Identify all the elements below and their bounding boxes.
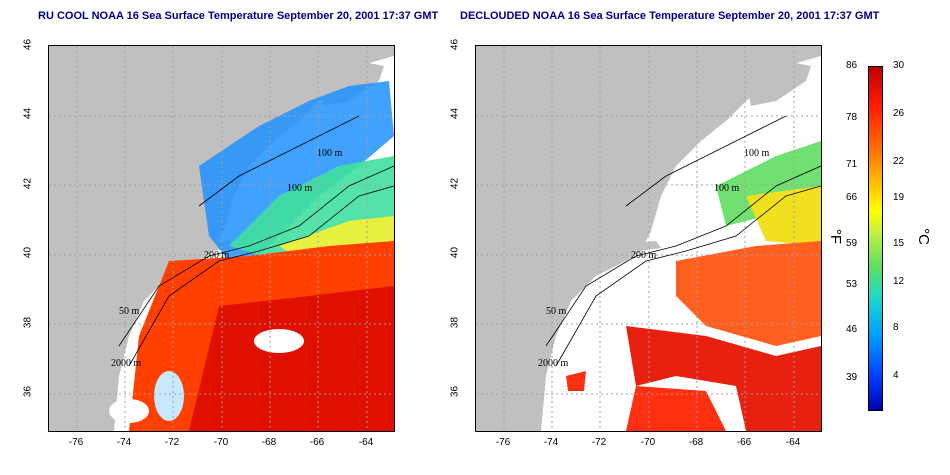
right-y-tick: 40 bbox=[449, 246, 461, 259]
right-x-tick: -72 bbox=[591, 437, 607, 448]
nova-scotia bbox=[746, 61, 811, 106]
red-patch-3 bbox=[566, 371, 586, 391]
left-y-tick: 38 bbox=[22, 316, 34, 329]
land-mass bbox=[49, 46, 394, 431]
yellow-patch bbox=[746, 186, 821, 246]
left-y-tick: 36 bbox=[22, 385, 34, 398]
left-y-tick: 42 bbox=[22, 177, 34, 190]
celsius-tick: 8 bbox=[893, 322, 899, 333]
celsius-tick: 26 bbox=[893, 108, 905, 119]
fahrenheit-tick: 59 bbox=[846, 238, 858, 249]
left-x-tick: -72 bbox=[164, 437, 180, 448]
declouded-sst-map: 100 m 100 m 200 m 50 m 2000 m bbox=[475, 45, 822, 432]
celsius-tick: 4 bbox=[893, 370, 899, 381]
fahrenheit-tick: 71 bbox=[846, 159, 858, 170]
contour-label-100m-b: 100 m bbox=[287, 183, 313, 194]
fahrenheit-tick: 39 bbox=[846, 372, 858, 383]
right-map-title: DECLOUDED NOAA 16 Sea Surface Temperatur… bbox=[460, 10, 880, 22]
contour-label-200m: 200 m bbox=[631, 250, 657, 261]
contour-label-2000m: 2000 m bbox=[111, 358, 142, 369]
right-x-tick: -66 bbox=[736, 437, 752, 448]
fahrenheit-tick: 53 bbox=[846, 279, 858, 290]
left-x-tick: -76 bbox=[68, 437, 84, 448]
left-x-tick: -68 bbox=[261, 437, 277, 448]
left-x-tick: -64 bbox=[358, 437, 374, 448]
right-x-tick: -64 bbox=[785, 437, 801, 448]
cold-water bbox=[199, 81, 394, 261]
right-y-tick: 36 bbox=[449, 385, 461, 398]
raw-sst-map-canvas: 100 m 100 m 200 m 50 m 2000 m bbox=[49, 46, 394, 431]
contour-label-2000m: 2000 m bbox=[538, 358, 569, 369]
right-x-tick: -70 bbox=[640, 437, 656, 448]
land-mass bbox=[476, 46, 821, 431]
celsius-tick: 22 bbox=[893, 156, 905, 167]
left-x-tick: -74 bbox=[116, 437, 132, 448]
right-y-tick: 38 bbox=[449, 316, 461, 329]
right-y-tick: 44 bbox=[449, 107, 461, 120]
raw-sst-map: 100 m 100 m 200 m 50 m 2000 m bbox=[48, 45, 395, 432]
celsius-unit-label: °C bbox=[914, 228, 932, 245]
right-x-tick: -76 bbox=[495, 437, 511, 448]
left-y-tick: 46 bbox=[22, 38, 34, 51]
left-y-tick: 44 bbox=[22, 107, 34, 120]
contour-label-100m-b: 100 m bbox=[714, 183, 740, 194]
celsius-tick: 30 bbox=[893, 60, 905, 71]
celsius-tick: 19 bbox=[893, 192, 905, 203]
hot-water bbox=[189, 286, 394, 431]
red-patch-1 bbox=[626, 326, 821, 431]
left-y-tick: 40 bbox=[22, 246, 34, 259]
orange-patch bbox=[676, 241, 821, 346]
celsius-tick: 15 bbox=[893, 238, 905, 249]
contour-label-200m: 200 m bbox=[204, 250, 230, 261]
left-x-tick: -66 bbox=[309, 437, 325, 448]
left-x-tick: -70 bbox=[213, 437, 229, 448]
fahrenheit-tick: 86 bbox=[846, 60, 858, 71]
contour-label-100m-a: 100 m bbox=[744, 148, 770, 159]
fahrenheit-tick: 46 bbox=[846, 324, 858, 335]
declouded-sst-map-canvas: 100 m 100 m 200 m 50 m 2000 m bbox=[476, 46, 821, 431]
fahrenheit-tick: 66 bbox=[846, 192, 858, 203]
right-y-tick: 42 bbox=[449, 177, 461, 190]
red-patch-2 bbox=[626, 386, 726, 431]
left-map-title: RU COOL NOAA 16 Sea Surface Temperature … bbox=[38, 10, 439, 22]
celsius-tick: 12 bbox=[893, 276, 905, 287]
contour-label-50m: 50 m bbox=[119, 306, 140, 317]
fahrenheit-unit-label: °F bbox=[827, 228, 845, 245]
right-x-tick: -74 bbox=[543, 437, 559, 448]
right-x-tick: -68 bbox=[688, 437, 704, 448]
temperature-colorbar bbox=[868, 66, 883, 411]
contour-label-50m: 50 m bbox=[546, 306, 567, 317]
fahrenheit-tick: 78 bbox=[846, 112, 858, 123]
right-y-tick: 46 bbox=[449, 38, 461, 51]
contour-label-100m-a: 100 m bbox=[317, 148, 343, 159]
long-island bbox=[601, 241, 661, 256]
